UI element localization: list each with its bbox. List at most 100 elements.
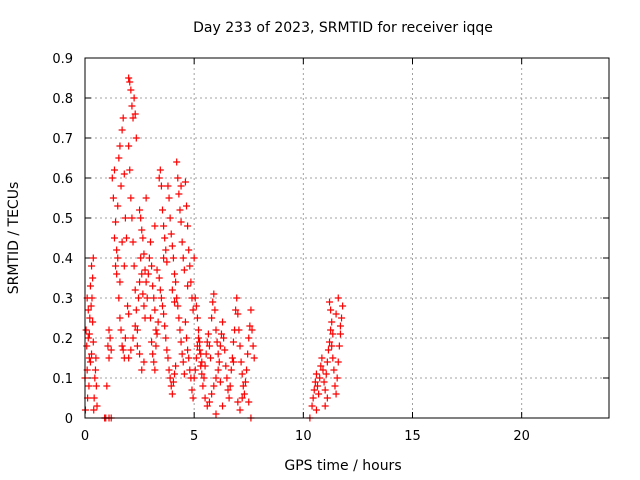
data-point	[115, 154, 123, 162]
data-point	[245, 334, 253, 342]
data-point	[326, 338, 334, 346]
data-point	[93, 402, 101, 410]
data-point	[210, 382, 218, 390]
data-point	[320, 378, 328, 386]
data-point	[86, 282, 94, 290]
data-point	[128, 102, 136, 110]
data-point	[201, 362, 209, 370]
data-point	[105, 326, 113, 334]
data-point	[212, 410, 220, 418]
data-point	[148, 262, 156, 270]
data-point	[250, 354, 258, 362]
data-point	[149, 282, 157, 290]
data-point	[187, 278, 195, 286]
data-point	[130, 94, 138, 102]
data-point	[108, 174, 116, 182]
data-point	[126, 78, 134, 86]
data-point	[235, 326, 243, 334]
data-point	[181, 178, 189, 186]
x-tick-label: 5	[190, 429, 198, 444]
data-point	[177, 338, 185, 346]
data-point	[151, 306, 159, 314]
data-point	[144, 270, 152, 278]
data-point	[124, 302, 132, 310]
data-point	[151, 222, 159, 230]
data-point	[113, 246, 121, 254]
data-point	[192, 302, 200, 310]
data-point	[201, 394, 209, 402]
data-point	[336, 330, 344, 338]
data-point	[326, 298, 334, 306]
data-point	[171, 370, 179, 378]
data-point	[234, 310, 242, 318]
x-axis-label: GPS time / hours	[284, 458, 401, 474]
data-point	[332, 310, 340, 318]
data-point	[129, 334, 137, 342]
y-tick-label: 0.7	[52, 132, 73, 147]
data-point	[249, 342, 257, 350]
data-point	[188, 386, 196, 394]
data-point	[214, 366, 222, 374]
data-point	[143, 294, 151, 302]
data-point	[162, 246, 170, 254]
data-point	[117, 182, 125, 190]
data-point	[179, 358, 187, 366]
data-point	[142, 194, 150, 202]
data-point	[241, 378, 249, 386]
data-point	[195, 334, 203, 342]
data-point	[148, 338, 156, 346]
data-point	[131, 322, 139, 330]
data-point	[166, 374, 174, 382]
y-axis-label: SRMTID / TECUs	[6, 182, 22, 295]
data-point	[155, 274, 163, 282]
data-point	[185, 354, 193, 362]
data-point	[152, 342, 160, 350]
data-point	[136, 278, 144, 286]
data-point	[178, 350, 186, 358]
data-point	[240, 390, 248, 398]
data-point	[318, 354, 326, 362]
y-tick-label: 0.5	[52, 212, 73, 227]
data-point	[119, 114, 127, 122]
data-point	[339, 302, 347, 310]
data-point	[163, 258, 171, 266]
data-point	[208, 390, 216, 398]
data-point	[153, 330, 161, 338]
data-point	[116, 278, 124, 286]
data-point	[92, 354, 100, 362]
data-point	[338, 314, 346, 322]
data-point	[191, 366, 199, 374]
data-point	[248, 326, 256, 334]
data-point	[161, 234, 169, 242]
data-point	[192, 354, 200, 362]
data-point	[112, 262, 120, 270]
data-point	[224, 386, 232, 394]
data-point	[160, 254, 168, 262]
data-point	[128, 214, 136, 222]
y-tick-label: 0.4	[52, 252, 73, 267]
data-point	[198, 370, 206, 378]
data-point	[140, 358, 148, 366]
data-point	[91, 374, 99, 382]
data-point	[115, 294, 123, 302]
data-point	[167, 382, 175, 390]
data-point	[131, 286, 139, 294]
data-point	[118, 126, 126, 134]
y-tick-label: 0.3	[52, 292, 73, 307]
data-point	[229, 358, 237, 366]
data-point	[245, 398, 253, 406]
data-point	[190, 374, 198, 382]
data-point	[141, 266, 149, 274]
data-point	[208, 314, 216, 322]
data-point	[133, 342, 141, 350]
data-point	[226, 382, 234, 390]
data-point	[136, 206, 144, 214]
data-point	[162, 334, 170, 342]
data-point	[185, 246, 193, 254]
data-point	[116, 314, 124, 322]
data-point	[127, 346, 135, 354]
data-point	[136, 350, 144, 358]
data-point	[169, 254, 177, 262]
data-point	[225, 394, 233, 402]
data-point	[120, 262, 128, 270]
